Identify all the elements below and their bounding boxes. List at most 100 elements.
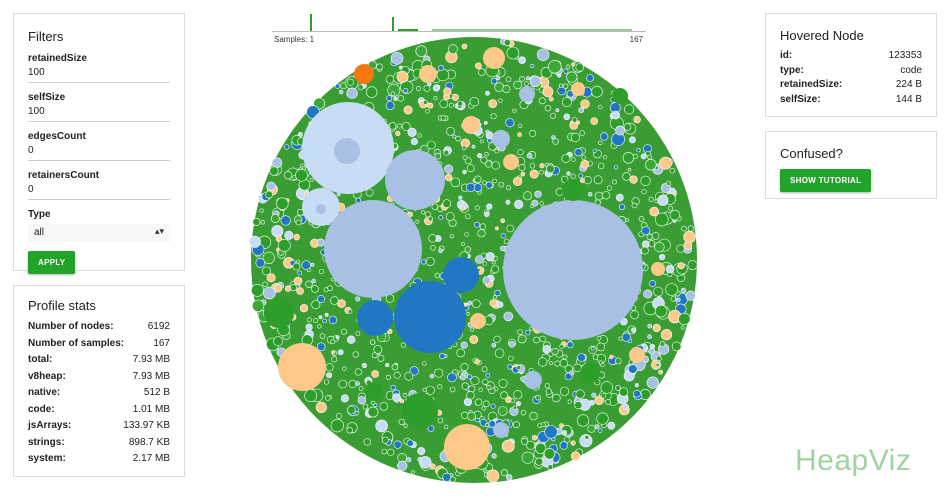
node-circle[interactable] [419, 65, 437, 83]
node-dot[interactable] [484, 151, 489, 157]
node-dot[interactable] [474, 221, 481, 228]
node-dot[interactable] [554, 360, 561, 367]
node-dot[interactable] [517, 149, 524, 156]
node-dot[interactable] [422, 99, 428, 105]
node-dot[interactable] [491, 265, 500, 274]
node-dot[interactable] [542, 86, 554, 98]
node-dot[interactable] [323, 287, 329, 293]
node-dot[interactable] [573, 363, 582, 372]
node-dot[interactable] [284, 230, 294, 240]
node-dot[interactable] [683, 241, 693, 250]
node-dot[interactable] [512, 108, 517, 113]
node-dot[interactable] [439, 99, 449, 109]
node-dot[interactable] [477, 153, 483, 159]
node-dot[interactable] [566, 71, 578, 83]
node-dot[interactable] [449, 476, 456, 483]
node-dot[interactable] [445, 173, 453, 182]
node-dot[interactable] [536, 48, 550, 61]
node-dot[interactable] [539, 163, 545, 169]
node-circle[interactable] [571, 82, 585, 96]
node-dot[interactable] [668, 205, 674, 211]
node-dot[interactable] [581, 155, 587, 160]
node-dot[interactable] [590, 346, 595, 351]
node-dot[interactable] [390, 91, 396, 96]
node-dot[interactable] [522, 191, 532, 201]
node-dot[interactable] [569, 370, 575, 376]
node-dot[interactable] [478, 387, 483, 392]
node-dot[interactable] [535, 394, 541, 401]
node-dot[interactable] [443, 149, 450, 156]
node-circle[interactable] [354, 64, 374, 84]
node-dot[interactable] [500, 233, 506, 239]
node-dot[interactable] [633, 115, 641, 124]
node-dot[interactable] [482, 261, 488, 266]
node-dot[interactable] [336, 192, 341, 197]
node-circle[interactable] [580, 363, 600, 383]
node-dot[interactable] [318, 315, 323, 320]
node-circle[interactable] [462, 116, 480, 134]
node-dot[interactable] [427, 102, 434, 109]
node-dot[interactable] [492, 295, 497, 300]
node-dot[interactable] [640, 153, 647, 160]
node-dot[interactable] [422, 387, 427, 392]
node-dot[interactable] [376, 63, 383, 71]
node-dot[interactable] [622, 172, 631, 181]
show-tutorial-button[interactable]: SHOW TUTORIAL [780, 169, 872, 192]
node-dot[interactable] [598, 104, 603, 110]
node-circle[interactable] [651, 262, 665, 276]
node-dot[interactable] [352, 351, 359, 358]
node-dot[interactable] [309, 178, 314, 182]
node-dot[interactable] [295, 219, 302, 226]
node-dot[interactable] [548, 60, 562, 74]
node-dot[interactable] [461, 242, 465, 246]
node-dot[interactable] [385, 101, 395, 110]
node-dot[interactable] [337, 349, 344, 356]
node-dot[interactable] [543, 448, 556, 460]
node-dot[interactable] [538, 357, 548, 367]
node-dot[interactable] [340, 394, 349, 403]
node-dot[interactable] [552, 138, 559, 145]
node-dot[interactable] [574, 148, 583, 157]
node-dot[interactable] [601, 191, 611, 200]
node-dot[interactable] [515, 401, 522, 407]
node-dot[interactable] [571, 62, 576, 67]
node-dot[interactable] [687, 225, 695, 232]
node-dot[interactable] [331, 277, 335, 282]
node-dot[interactable] [485, 181, 493, 189]
node-dot[interactable] [623, 123, 632, 131]
node-dot[interactable] [600, 132, 609, 141]
node-dot[interactable] [521, 451, 534, 464]
node-dot[interactable] [598, 360, 603, 365]
node-dot[interactable] [479, 139, 484, 144]
node-dot[interactable] [404, 371, 414, 381]
node-dot[interactable] [262, 281, 268, 287]
node-dot[interactable] [659, 254, 666, 261]
node-dot[interactable] [311, 278, 316, 284]
node-dot[interactable] [579, 178, 585, 184]
node-dot[interactable] [593, 175, 603, 185]
node-dot[interactable] [450, 177, 461, 188]
node-dot[interactable] [403, 105, 413, 115]
node-dot[interactable] [683, 230, 696, 244]
node-dot[interactable] [500, 245, 506, 251]
node-dot[interactable] [605, 398, 611, 405]
node-dot[interactable] [275, 235, 283, 242]
node-dot[interactable] [466, 182, 476, 192]
node-dot[interactable] [609, 354, 614, 360]
node-dot[interactable] [427, 216, 433, 222]
node-dot[interactable] [298, 132, 303, 137]
node-dot[interactable] [529, 129, 537, 137]
node-dot[interactable] [330, 419, 344, 433]
node-dot[interactable] [449, 386, 456, 393]
node-dot[interactable] [328, 315, 338, 325]
node-dot[interactable] [680, 287, 687, 294]
node-dot[interactable] [622, 403, 629, 411]
node-dot[interactable] [252, 217, 261, 226]
node-dot[interactable] [361, 362, 367, 369]
node-dot[interactable] [342, 366, 347, 371]
node-dot[interactable] [518, 56, 526, 65]
node-dot[interactable] [551, 347, 559, 356]
node-dot[interactable] [598, 162, 605, 170]
node-dot[interactable] [371, 400, 376, 405]
node-dot[interactable] [262, 266, 271, 276]
